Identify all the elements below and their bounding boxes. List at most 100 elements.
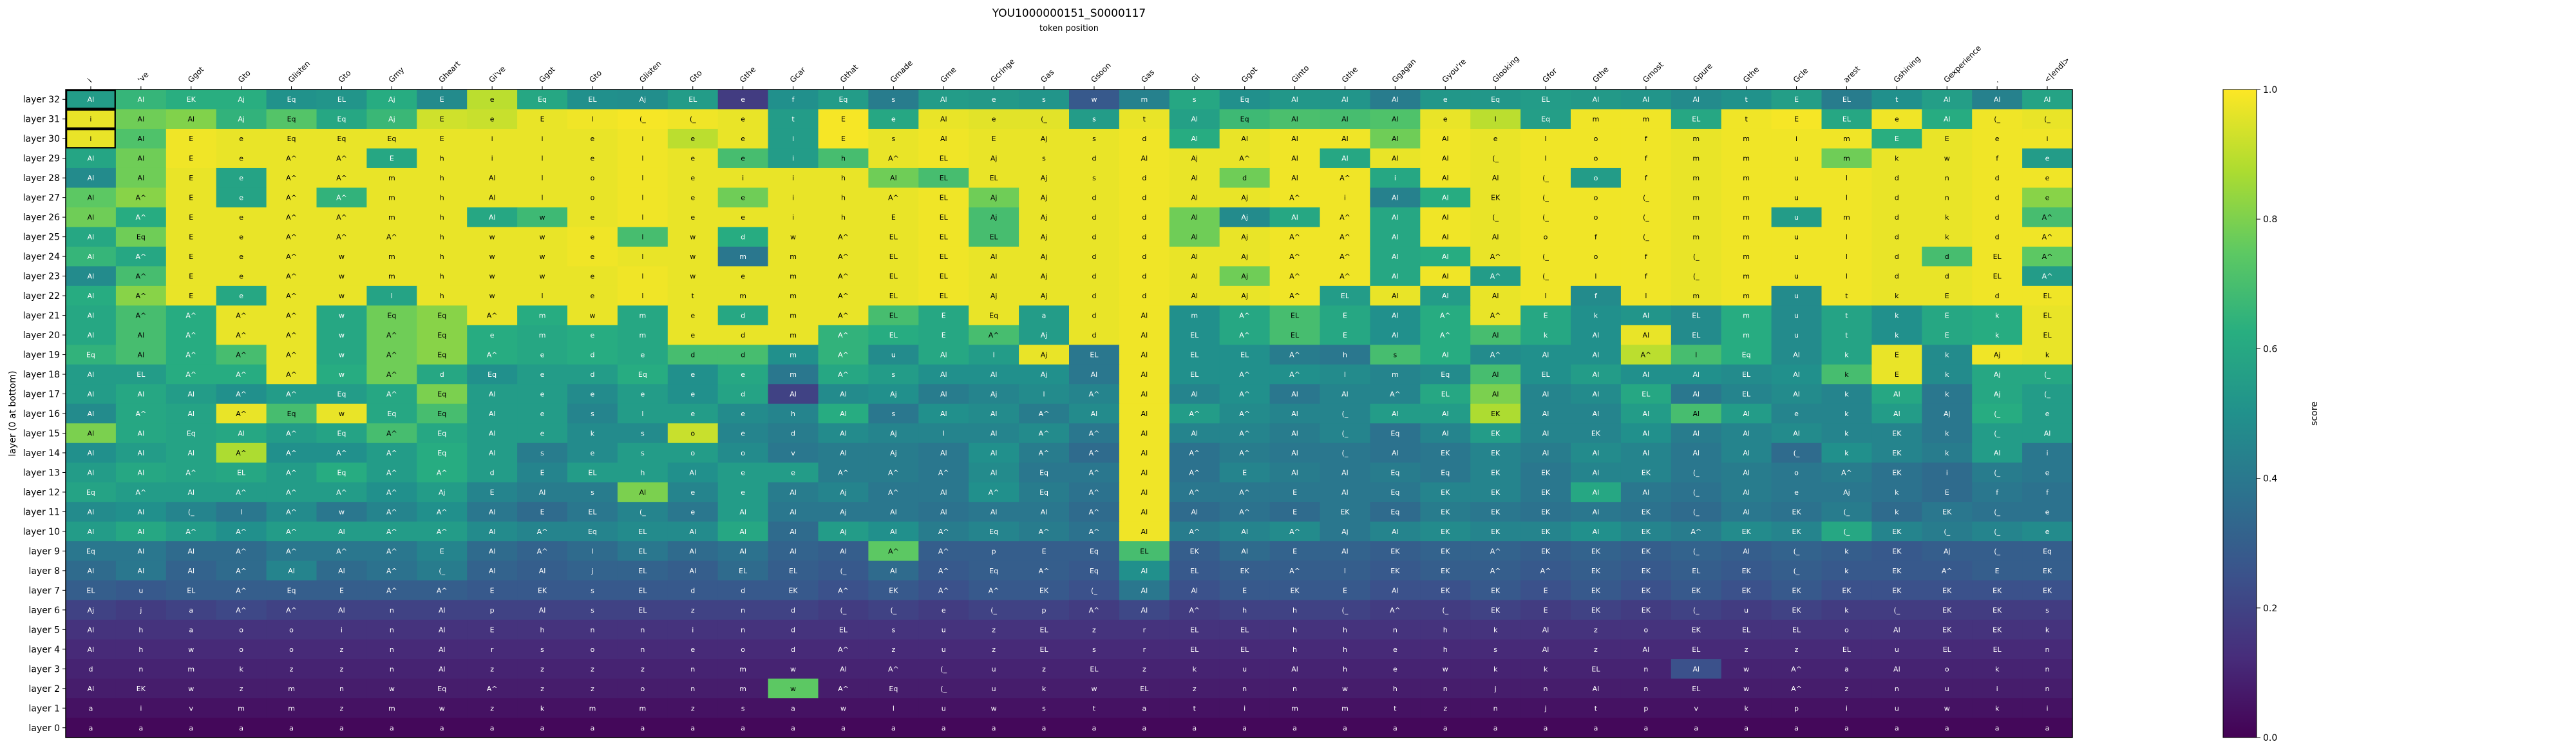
cell-label: Al (1793, 429, 1800, 437)
cell-label: d (590, 351, 594, 359)
heatmap-cell (216, 364, 267, 385)
cell-label: m (187, 665, 194, 673)
cell-label: u (992, 685, 996, 693)
cell-label: Al (1593, 685, 1600, 693)
heatmap-cell (216, 482, 267, 502)
heatmap-cell (166, 482, 217, 502)
cell-label: Al (1141, 567, 1148, 575)
cell-label: h (1343, 645, 1347, 654)
heatmap-cell (66, 364, 117, 385)
x-tick-label: Gyou're (1440, 57, 1468, 84)
heatmap-cell (1470, 463, 1521, 483)
heatmap-cell (667, 207, 719, 227)
heatmap-cell (1420, 364, 1471, 385)
heatmap-cell (1320, 698, 1370, 719)
heatmap-cell (216, 187, 267, 208)
cell-label: w (339, 253, 345, 261)
cell-label: w (489, 253, 495, 261)
heatmap-cell (1821, 325, 1872, 345)
cell-label: E (540, 115, 545, 124)
cell-label: A^ (386, 468, 397, 477)
x-tick-label: Ggot (537, 65, 557, 85)
cell-label: (_ (1442, 606, 1448, 615)
cell-label: EK (1993, 625, 2002, 634)
cell-label: m (790, 292, 797, 300)
cell-label: EL (1190, 351, 1199, 359)
cell-label: i (1846, 704, 1848, 712)
heatmap-cell (667, 227, 719, 247)
cell-label: m (238, 704, 245, 712)
heatmap-cell (115, 659, 167, 680)
heatmap-cell (316, 148, 367, 169)
heatmap-cell (316, 403, 367, 424)
cell-label: l (1344, 370, 1346, 379)
heatmap-cell (266, 541, 317, 562)
y-tick-label: layer 7 (29, 586, 60, 596)
cell-label: A^ (938, 567, 949, 575)
heatmap-cell (1470, 285, 1521, 306)
cell-label: i (2047, 704, 2049, 712)
heatmap-cell (66, 502, 117, 522)
heatmap-cell (1620, 148, 1672, 169)
heatmap-cell (1320, 266, 1370, 287)
heatmap-cell (66, 560, 117, 581)
heatmap-cell (316, 423, 367, 444)
heatmap-cell (467, 285, 518, 306)
heatmap-cell (216, 659, 267, 680)
heatmap-cell (1420, 620, 1471, 640)
heatmap-cell (1320, 345, 1370, 365)
cell-label: l (641, 213, 643, 222)
heatmap-cell (2022, 482, 2073, 502)
cell-label: Aj (1041, 174, 1048, 182)
cell-label: e (239, 194, 243, 202)
cell-label: t (791, 115, 795, 124)
cell-label: m (1341, 704, 1349, 712)
heatmap-cell (1420, 639, 1471, 660)
cell-label: m (1743, 213, 1750, 222)
cell-label: A^ (336, 213, 347, 222)
heatmap-cell (166, 443, 217, 463)
heatmap-cell (2022, 659, 2073, 680)
cell-label: A^ (1089, 488, 1100, 497)
cell-label: Aj (990, 155, 998, 163)
heatmap-cell (1520, 403, 1571, 424)
heatmap-cell (467, 620, 518, 640)
cell-label: EL (990, 233, 999, 242)
heatmap-cell (1671, 90, 1722, 110)
cell-label: n (339, 685, 344, 693)
cell-label: d (791, 625, 795, 634)
heatmap-cell (1169, 639, 1220, 660)
heatmap-cell (617, 90, 668, 110)
heatmap-cell (1119, 718, 1170, 738)
heatmap-cell (1972, 187, 2023, 208)
heatmap-cell (667, 285, 719, 306)
cell-label: a (289, 724, 294, 732)
cell-label: Al (689, 528, 696, 536)
heatmap-cell (969, 443, 1019, 463)
heatmap-cell (2022, 521, 2073, 542)
heatmap-cell (316, 482, 367, 502)
heatmap-cell (667, 560, 719, 581)
cell-label: k (1945, 449, 1949, 457)
heatmap-cell (918, 502, 969, 522)
heatmap-cell (366, 639, 417, 660)
cell-label: A^ (838, 233, 849, 242)
heatmap-cell (1871, 305, 1922, 326)
heatmap-cell (115, 305, 167, 326)
heatmap-cell (1169, 345, 1220, 365)
cell-label: EK (1491, 606, 1501, 615)
heatmap-cell (1420, 678, 1471, 699)
heatmap-cell (216, 698, 267, 719)
heatmap-cell (969, 187, 1019, 208)
cell-label: s (891, 135, 895, 143)
cell-label: A^ (286, 272, 297, 281)
heatmap-cell (1871, 384, 1922, 405)
heatmap-cell (1821, 678, 1872, 699)
heatmap-cell (517, 580, 568, 601)
cell-label: A^ (1089, 606, 1100, 615)
cell-label: Al (940, 351, 947, 359)
cell-label: EK (1441, 547, 1450, 555)
heatmap-cell (1620, 659, 1672, 680)
cell-label: w (790, 685, 796, 693)
heatmap-cell (1269, 620, 1321, 640)
